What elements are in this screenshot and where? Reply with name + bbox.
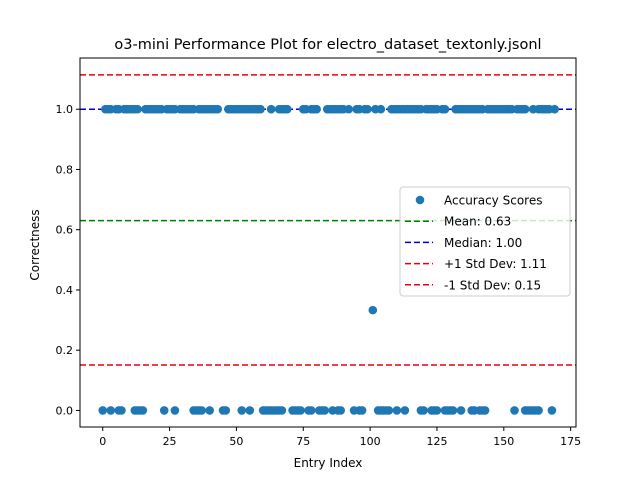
data-point xyxy=(221,406,231,415)
data-point xyxy=(245,406,255,415)
y-tick-label: 0.0 xyxy=(56,404,74,417)
x-axis-label: Entry Index xyxy=(294,456,363,470)
legend: Accuracy Scores Mean: 0.63 Median: 1.00 +1 … xyxy=(399,186,571,297)
legend-label-0: Mean: 0.63 xyxy=(444,215,511,229)
data-point xyxy=(440,104,450,114)
data-point xyxy=(106,406,116,415)
data-point xyxy=(205,406,214,415)
x-tick-label: 125 xyxy=(426,435,447,448)
legend-label-accuracy: Accuracy Scores xyxy=(444,194,542,208)
y-tick-label: 0.6 xyxy=(56,224,74,237)
legend-label-2: +1 Std Dev: 1.11 xyxy=(444,257,547,271)
chart-title: o3-mini Performance Plot for electro_dat… xyxy=(114,37,541,53)
data-point xyxy=(376,104,386,114)
x-tick-label: 100 xyxy=(360,435,381,448)
y-tick-label: 0.4 xyxy=(56,284,74,297)
data-point xyxy=(296,406,305,415)
data-point xyxy=(357,406,367,415)
data-point xyxy=(520,104,530,114)
data-point xyxy=(448,406,458,415)
data-point xyxy=(368,305,378,315)
data-point xyxy=(237,406,247,415)
data-point xyxy=(400,406,410,415)
data-point xyxy=(133,104,142,114)
data-point xyxy=(432,406,442,415)
data-point xyxy=(138,406,148,415)
data-point xyxy=(312,104,321,114)
data-point xyxy=(419,406,428,415)
x-tick-label: 25 xyxy=(163,435,177,448)
data-point xyxy=(547,406,557,415)
y-axis-label: Correctness xyxy=(28,209,42,280)
data-point xyxy=(320,406,329,415)
plot-area: 0 25 50 75 100 125 150 175 0.0 0.2 0.4 0.6 0.8 1.0 xyxy=(56,57,581,448)
x-tick-label: 75 xyxy=(296,435,310,448)
data-point xyxy=(384,406,394,415)
data-point xyxy=(213,104,223,114)
x-tick-label: 175 xyxy=(560,435,581,448)
data-point xyxy=(197,406,206,415)
data-point xyxy=(363,104,372,114)
data-point xyxy=(456,406,466,415)
legend-label-3: -1 Std Dev: 0.15 xyxy=(444,278,541,292)
data-point xyxy=(277,406,287,415)
axes-frame xyxy=(79,57,577,428)
x-tick-label: 0 xyxy=(99,435,106,448)
data-point xyxy=(256,104,265,114)
data-point xyxy=(534,406,543,415)
data-point xyxy=(480,406,490,415)
data-point xyxy=(98,406,108,415)
data-point xyxy=(306,406,316,415)
y-tick-label: 1.0 xyxy=(56,103,74,116)
data-point xyxy=(392,406,402,415)
data-point xyxy=(550,104,559,114)
data-point xyxy=(510,406,519,415)
data-point xyxy=(266,104,276,114)
data-point xyxy=(282,104,292,114)
x-tick-label: 150 xyxy=(493,435,514,448)
data-point xyxy=(117,406,126,415)
y-tick-label: 0.2 xyxy=(56,344,74,357)
data-point xyxy=(159,406,169,415)
data-point xyxy=(344,104,354,114)
x-tick-label: 50 xyxy=(229,435,243,448)
legend-label-1: Median: 1.00 xyxy=(444,236,522,250)
data-point xyxy=(170,406,180,415)
data-point xyxy=(336,406,346,415)
y-tick-label: 0.8 xyxy=(56,163,74,176)
scatter-points xyxy=(98,104,559,415)
legend-marker-accuracy xyxy=(415,195,425,205)
legend-box xyxy=(399,186,571,297)
